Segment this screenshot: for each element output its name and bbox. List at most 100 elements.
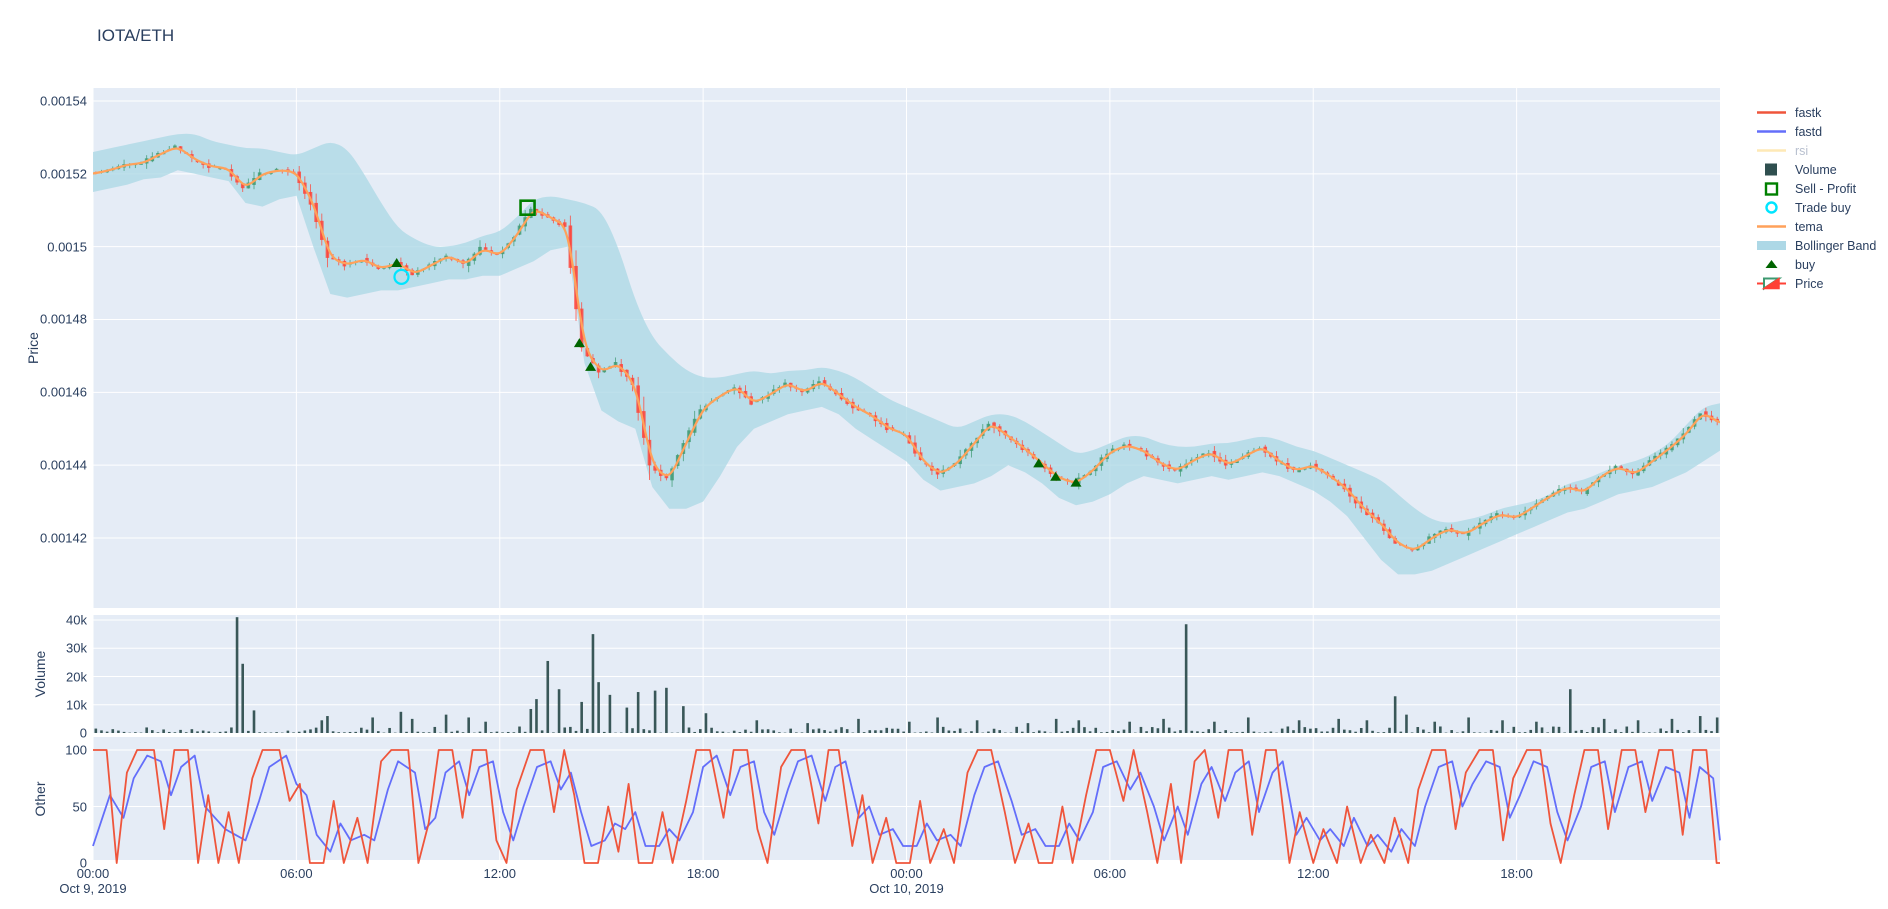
volume-bar <box>388 727 391 733</box>
candle-body <box>173 145 177 149</box>
volume-tick-label: 30k <box>66 640 87 656</box>
candle-body <box>1173 469 1177 471</box>
volume-bar <box>732 730 736 733</box>
volume-bar <box>636 692 640 733</box>
price-panel <box>93 133 1720 575</box>
volume-bar <box>1467 717 1470 733</box>
candle-body <box>1585 487 1590 495</box>
volume-bar <box>1591 727 1595 733</box>
volume-bar <box>908 721 911 733</box>
volume-bar <box>1179 730 1182 733</box>
volume-bar <box>845 729 849 733</box>
legend-item-label: rsi <box>1795 143 1809 158</box>
volume-bar <box>1314 728 1318 733</box>
volume-bar <box>970 731 973 733</box>
volume-bar <box>1105 731 1109 733</box>
volume-bar <box>1557 726 1561 733</box>
volume-bar <box>1597 727 1600 733</box>
volume-bar <box>1156 728 1160 733</box>
volume-bar <box>478 731 482 733</box>
legend-item-volume[interactable]: Volume <box>1755 160 1876 179</box>
volume-bar <box>1636 720 1640 733</box>
legend-item-buy[interactable]: buy <box>1755 255 1876 274</box>
fastd-swatch-icon <box>1757 130 1786 133</box>
price-tick-label: 0.00154 <box>40 93 87 109</box>
buy-marker <box>573 338 585 348</box>
volume-bar <box>1546 732 1549 733</box>
volume-bar <box>337 732 341 733</box>
legend-item-label: fastk <box>1795 105 1822 120</box>
rsi-swatch-icon <box>1757 149 1786 152</box>
volume-bar <box>721 731 725 733</box>
volume-bar <box>1037 730 1041 733</box>
volume-bar <box>1343 729 1346 733</box>
fastd-line <box>92 754 1721 853</box>
volume-bar <box>1427 732 1431 733</box>
volume-bar <box>1111 730 1114 733</box>
volume-bar <box>1117 731 1120 733</box>
volume-bar <box>546 660 550 733</box>
volume-bar <box>631 728 634 733</box>
volume-tick-label: 10k <box>66 697 87 713</box>
volume-bar <box>806 723 809 733</box>
volume-bar <box>699 729 702 733</box>
legend-item-bollinger-band[interactable]: Bollinger Band <box>1755 236 1876 255</box>
volume-bar <box>286 730 290 733</box>
x-tick-label: 00:00 <box>890 866 923 881</box>
volume-bar <box>998 730 1002 733</box>
volume-bar <box>1241 731 1244 733</box>
chart-title: IOTA/ETH <box>97 26 175 45</box>
volume-bar <box>314 727 318 733</box>
volume-bar <box>947 730 951 733</box>
volume-bar <box>360 727 363 733</box>
volume-bar <box>456 730 459 733</box>
candle-body <box>585 348 590 357</box>
candle-body <box>602 369 607 373</box>
volume-bar <box>1399 731 1403 733</box>
legend-item-fastk[interactable]: fastk <box>1755 103 1876 122</box>
candle-body <box>274 168 279 171</box>
price-tick-label: 0.00142 <box>40 530 87 546</box>
volume-bar <box>1489 729 1493 733</box>
trade-buy-swatch-icon <box>1765 201 1778 214</box>
x-tick-label: 18:00 <box>1500 866 1533 881</box>
legend-item-fastd[interactable]: fastd <box>1755 122 1876 141</box>
volume-bar <box>744 729 747 733</box>
legend-item-rsi[interactable]: rsi <box>1755 141 1876 160</box>
legend-item-price[interactable]: Price <box>1755 274 1876 293</box>
volume-bar <box>1665 731 1668 733</box>
volume-bar <box>586 728 589 733</box>
volume-bar <box>461 732 465 733</box>
volume-bar <box>1213 721 1216 733</box>
volume-bar <box>1393 696 1397 733</box>
candle-body <box>466 258 471 266</box>
volume-bar <box>1246 717 1250 733</box>
volume-tick-label: 40k <box>66 612 87 628</box>
candle-body <box>1613 465 1618 471</box>
volume-bar <box>1071 727 1075 733</box>
candle-body <box>766 395 770 399</box>
volume-bar <box>1224 730 1227 733</box>
volume-swatch-icon <box>1765 163 1777 176</box>
volume-bar <box>145 727 148 733</box>
volume-bar <box>1196 731 1199 733</box>
volume-bar <box>184 732 188 733</box>
volume-bar <box>834 729 838 733</box>
volume-bar <box>111 729 115 733</box>
buy-swatch-icon <box>1765 260 1778 268</box>
volume-bar <box>1382 732 1386 733</box>
buy-marker <box>391 258 403 268</box>
candle-body <box>269 172 273 174</box>
volume-bar <box>1416 727 1420 733</box>
candle-body <box>783 382 787 387</box>
legend-item-sell-profit[interactable]: Sell - Profit <box>1755 179 1876 198</box>
price-tick-label: 0.00146 <box>40 384 87 400</box>
volume-bar <box>552 732 555 733</box>
volume-bar <box>1631 731 1634 733</box>
volume-bar <box>1218 731 1222 733</box>
legend-item-tema[interactable]: tema <box>1755 217 1876 236</box>
legend-item-trade-buy[interactable]: Trade buy <box>1755 198 1876 217</box>
candle-body <box>596 365 601 373</box>
volume-bar <box>1365 720 1369 733</box>
